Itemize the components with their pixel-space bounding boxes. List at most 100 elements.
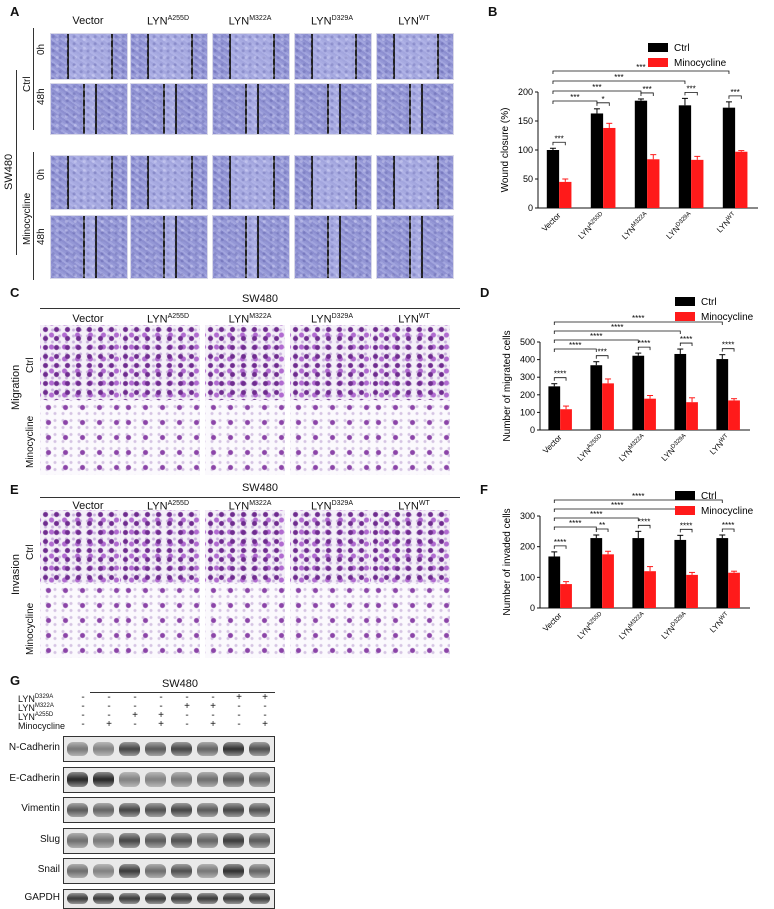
- vector-sig-bracket: [553, 348, 597, 352]
- invasion-transwell-image: [120, 510, 200, 585]
- wound-edge-line: [67, 156, 69, 209]
- treatment-label: LYNA255D: [18, 712, 53, 722]
- pair-sig-bracket: [684, 91, 698, 96]
- treatment-sign: -: [185, 719, 189, 730]
- blot-label: GAPDH: [24, 891, 60, 903]
- wound-image: [376, 155, 454, 210]
- migration-transwell-image: [120, 400, 200, 475]
- pair-sig-bracket: [637, 346, 651, 351]
- x-tick-label: LYND329A: [660, 611, 690, 641]
- blot-band: [171, 863, 192, 879]
- treatment-sign: -: [263, 710, 267, 721]
- blot-band: [119, 863, 140, 879]
- y-axis-label: Number of migrated cells: [502, 330, 513, 441]
- treatment-sign: -: [263, 701, 267, 712]
- group-mutation: D329A: [331, 500, 353, 507]
- group-name: Vector: [72, 313, 104, 325]
- wound-gap: [147, 34, 191, 79]
- wound-edge-line: [191, 156, 193, 209]
- panel-e-col-header-1: LYNA255D: [130, 500, 206, 513]
- blot-strip: [63, 827, 275, 854]
- wound-edge-line: [273, 156, 275, 209]
- treatment-sign: -: [237, 701, 241, 712]
- wound-edge-line: [175, 216, 177, 278]
- group-mutation: D329A: [670, 433, 687, 450]
- blot-label: Snail: [37, 864, 60, 875]
- wound-edge-line: [421, 216, 423, 278]
- wound-image: [212, 155, 290, 210]
- blot-strip: [63, 766, 275, 793]
- treatment-label: LYND329A: [18, 694, 53, 704]
- wound-image: [376, 215, 454, 279]
- pair-sig-label: ****: [722, 341, 734, 350]
- treatment-sign: -: [185, 692, 189, 703]
- treatment-sign: -: [107, 692, 111, 703]
- y-tick-label: 100: [520, 572, 535, 582]
- pair-sig-bracket: [640, 92, 654, 96]
- wound-edge-line: [229, 34, 231, 79]
- wound-edge-line: [393, 156, 395, 209]
- blot-band: [197, 833, 218, 848]
- wound-gap: [229, 156, 273, 209]
- migration-transwell-image: [40, 325, 120, 400]
- legend-label: Minocycline: [701, 312, 754, 323]
- treatment-mutation: M322A: [34, 703, 54, 709]
- treatment-sign: +: [262, 719, 268, 730]
- vector-sig-bracket: [552, 70, 730, 74]
- wound-gap: [83, 216, 95, 278]
- blot-band: [119, 802, 140, 818]
- bar-minocycline: [735, 151, 748, 208]
- blot-strip: [63, 797, 275, 823]
- wound-gap: [393, 34, 437, 79]
- wound-edge-line: [257, 216, 259, 278]
- panel-e-col-header-4: LYNWT: [376, 500, 452, 513]
- wound-gap: [83, 84, 95, 134]
- pair-sig-label: ****: [554, 370, 566, 379]
- x-tick-label: LYNWT: [715, 211, 739, 235]
- y-tick-label: 50: [523, 174, 533, 184]
- panel-letter-d: D: [480, 285, 490, 300]
- migration-transwell-image: [290, 400, 370, 475]
- migration-transwell-image: [205, 325, 285, 400]
- wound-edge-line: [339, 84, 341, 134]
- wound-edge-line: [147, 34, 149, 79]
- blot-band: [223, 741, 244, 757]
- x-tick-label: LYNWT: [708, 433, 732, 457]
- wound-image: [130, 83, 208, 135]
- wound-edge-line: [95, 216, 97, 278]
- group-mutation: M322A: [249, 15, 272, 22]
- treatment-sign: -: [81, 692, 85, 703]
- treatment-sign: +: [106, 719, 112, 730]
- panel-letter-e: E: [10, 482, 19, 497]
- legend-swatch-ctrl: [675, 491, 695, 500]
- wound-gap: [311, 156, 355, 209]
- blot-band: [67, 772, 88, 787]
- wound-edge-line: [355, 34, 357, 79]
- vector-sig-bracket: [553, 526, 597, 530]
- panel-g-header-rule: [90, 692, 275, 693]
- panel-a-time-label: 48h: [36, 88, 47, 105]
- blot-label: Vimentin: [21, 803, 60, 814]
- blot-band: [197, 893, 218, 904]
- panel-g-header: SW480: [161, 678, 199, 690]
- y-tick-label: 500: [520, 337, 535, 347]
- wound-edge-line: [257, 84, 259, 134]
- invasion-transwell-image: [370, 583, 450, 658]
- treatment-mutation: D329A: [34, 694, 54, 700]
- panel-letter-b: B: [488, 4, 498, 19]
- vector-sig-bracket: [552, 100, 598, 104]
- blot-band: [119, 772, 140, 787]
- blot-strip: [63, 736, 275, 762]
- legend-swatch-minocycline: [675, 506, 695, 515]
- vector-sig-label: ***: [614, 73, 623, 82]
- pair-sig-label: ****: [638, 339, 650, 348]
- group-name: Vector: [72, 15, 104, 27]
- wound-gap: [245, 84, 257, 134]
- treatment-sign: +: [158, 710, 164, 721]
- bar-minocycline: [602, 383, 614, 430]
- treatment-sign: -: [133, 701, 137, 712]
- group-name: LYN: [147, 313, 168, 326]
- wound-image: [50, 33, 128, 80]
- pair-sig-bracket: [679, 528, 693, 533]
- panel-a-side-bracket: [16, 70, 17, 255]
